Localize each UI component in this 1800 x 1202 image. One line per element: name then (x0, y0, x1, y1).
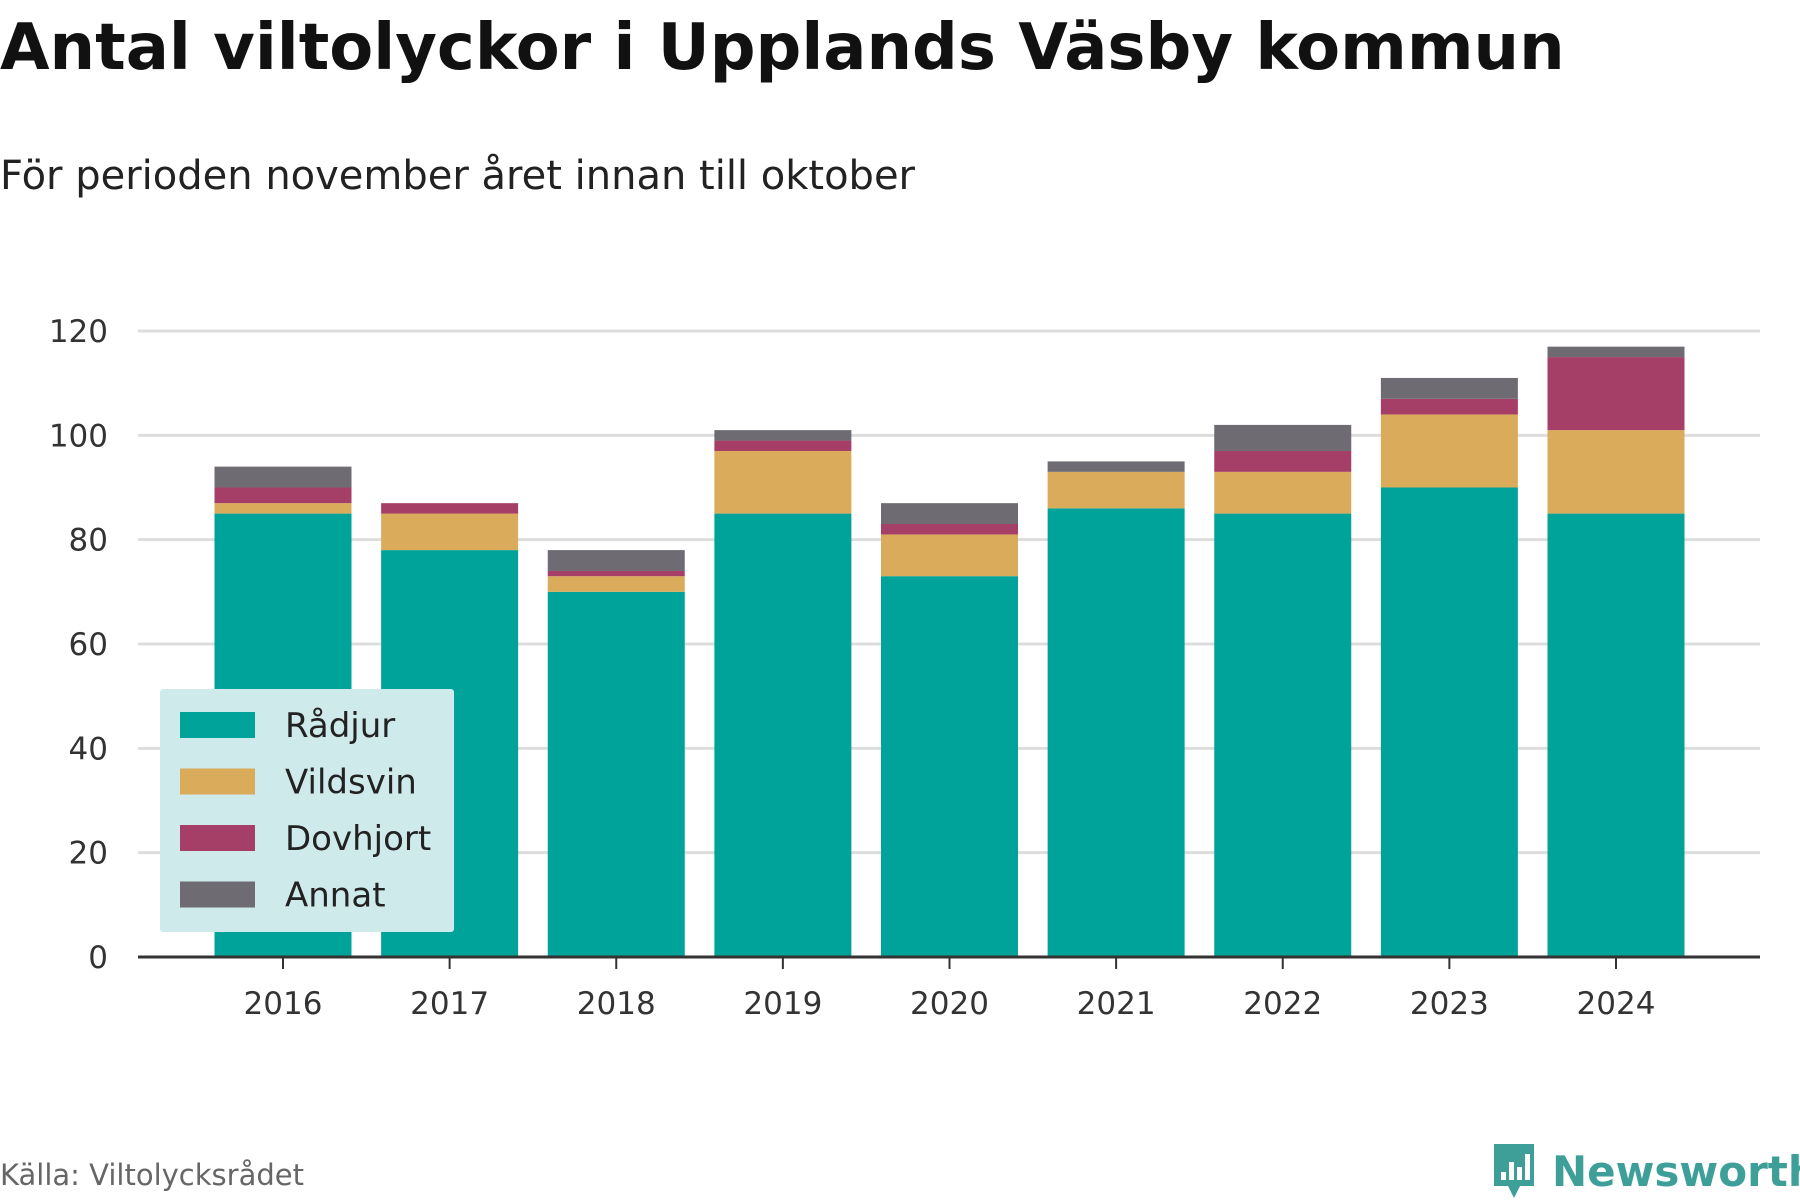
bar-segment-annat (1548, 347, 1685, 357)
bar-segment-dovhjort (1214, 451, 1351, 472)
bar-segment-dovhjort (215, 488, 352, 504)
brand-logo: Newsworthy (1490, 1140, 1800, 1202)
bar-segment-dovhjort (881, 524, 1018, 534)
y-tick-label: 120 (49, 314, 108, 350)
bar-segment-r-djur (1381, 488, 1518, 958)
legend-label: Vildsvin (285, 763, 417, 803)
x-tick-label: 2021 (1077, 986, 1156, 1022)
bar-segment-vildsvin (881, 534, 1018, 576)
legend-swatch (180, 825, 255, 851)
legend-swatch (180, 712, 255, 738)
bar-segment-annat (881, 503, 1018, 524)
bar-segment-vildsvin (1381, 414, 1518, 487)
source-note: Källa: Viltolycksrådet (0, 1158, 304, 1192)
legend-label: Dovhjort (285, 819, 431, 859)
y-axis-ticks: 0 20 40 60 80 100 120 (49, 314, 108, 976)
legend-label: Annat (285, 876, 386, 916)
bar-segment-r-djur (548, 592, 685, 957)
bar-segment-r-djur (1548, 514, 1685, 957)
bar-segment-annat (1381, 378, 1518, 399)
newsworthy-logo-icon (1490, 1140, 1538, 1202)
legend: Rådjur Vildsvin Dovhjort Annat (160, 689, 454, 932)
bar-segment-annat (548, 550, 685, 571)
bar-segment-vildsvin (381, 514, 518, 551)
legend-swatch (180, 882, 255, 908)
x-tick-label: 2017 (410, 986, 489, 1022)
y-tick-label: 0 (88, 940, 108, 976)
bar-segment-vildsvin (1048, 472, 1185, 509)
bar-segment-annat (215, 467, 352, 488)
legend-label: Rådjur (285, 706, 395, 746)
bar-segment-vildsvin (714, 451, 851, 514)
bar-segment-dovhjort (548, 571, 685, 576)
stacked-bar-chart: 0 20 40 60 80 100 120 2016 2017 2018 2019 2020 2021… (0, 0, 1800, 1120)
bar-segment-dovhjort (714, 441, 851, 451)
x-tick-label: 2016 (244, 986, 323, 1022)
x-tick-label: 2019 (743, 986, 822, 1022)
x-tick-label: 2022 (1243, 986, 1322, 1022)
brand-name: Newsworthy (1552, 1147, 1800, 1196)
bar-segment-r-djur (1214, 514, 1351, 957)
x-tick-label: 2024 (1577, 986, 1656, 1022)
bar-segment-vildsvin (1548, 430, 1685, 513)
y-tick-label: 40 (69, 731, 108, 767)
bar-segment-annat (1048, 461, 1185, 471)
bar-segment-annat (1214, 425, 1351, 451)
bar-segment-annat (714, 430, 851, 440)
bar-segment-vildsvin (1214, 472, 1351, 514)
bar-segment-dovhjort (1548, 357, 1685, 430)
y-tick-label: 20 (69, 836, 108, 872)
bar-segment-r-djur (1048, 508, 1185, 957)
x-tick-label: 2020 (910, 986, 989, 1022)
x-tick-label: 2023 (1410, 986, 1489, 1022)
bar-segment-vildsvin (215, 503, 352, 513)
bar-segment-dovhjort (1381, 399, 1518, 415)
legend-swatch (180, 769, 255, 795)
x-axis: 2016 2017 2018 2019 2020 2021 2022 2023 2024 (138, 957, 1760, 1022)
x-tick-label: 2018 (577, 986, 656, 1022)
bar-segment-dovhjort (381, 503, 518, 513)
y-tick-label: 60 (69, 627, 108, 663)
bar-segment-vildsvin (548, 576, 685, 592)
y-tick-label: 100 (49, 418, 108, 454)
bar-segment-r-djur (881, 576, 1018, 957)
bar-segment-r-djur (714, 514, 851, 957)
y-tick-label: 80 (69, 523, 108, 559)
